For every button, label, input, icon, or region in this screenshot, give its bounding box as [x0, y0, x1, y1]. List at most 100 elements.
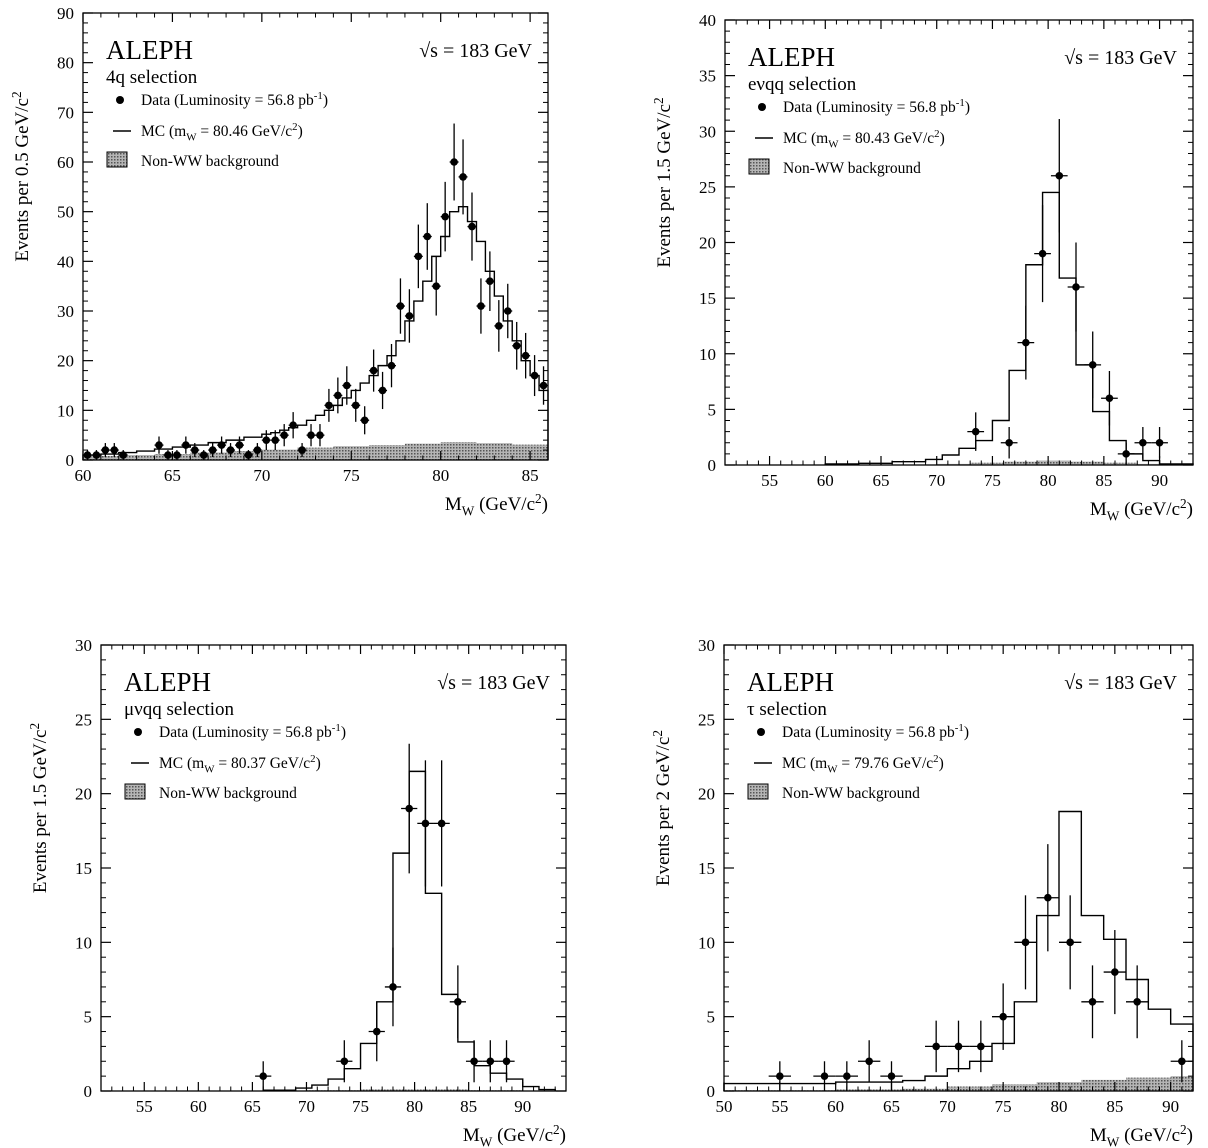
data-point — [91, 450, 101, 460]
data-point — [1101, 370, 1118, 426]
data-point-marker — [173, 451, 181, 459]
data-point — [288, 412, 298, 439]
y-tick-label: 5 — [84, 1008, 93, 1027]
data-point-marker — [1139, 438, 1147, 447]
data-point — [395, 278, 405, 334]
y-tick-label: 0 — [707, 1082, 716, 1101]
y-tick-label: 15 — [75, 859, 92, 878]
data-point — [181, 436, 191, 454]
data-point — [243, 450, 253, 460]
y-tick-label: 30 — [57, 302, 74, 321]
data-point-marker — [432, 282, 441, 290]
legend-bkg-swatch — [106, 151, 128, 168]
data-point — [384, 947, 402, 1027]
chart-panel-tau: 50 55 60 65 70 75 80 85 90 0 5 10 15 20 25 30 MW (GeV/c2… — [650, 636, 1194, 1148]
data-point-marker — [1022, 338, 1030, 347]
x-tick-label: 80 — [432, 466, 449, 485]
y-tick-label: 70 — [57, 103, 74, 122]
x-tick-label: 55 — [761, 471, 778, 490]
mc-histogram — [262, 770, 556, 1091]
data-point — [1081, 965, 1104, 1039]
y-tick-label: 90 — [57, 4, 74, 23]
data-point-marker — [1055, 171, 1064, 180]
data-point-marker — [776, 1072, 784, 1080]
y-axis-title: Events per 2 GeV/c2 — [650, 730, 674, 886]
y-tick-label: 15 — [698, 859, 715, 878]
data-point-marker — [405, 312, 414, 320]
data-point — [100, 443, 110, 458]
experiment-label: ALEPH — [748, 42, 835, 72]
data-point — [208, 443, 218, 458]
legend-data-marker — [134, 728, 142, 736]
x-tick-label: 85 — [1106, 1097, 1123, 1116]
x-tick-label: 65 — [873, 471, 890, 490]
data-point-marker — [262, 436, 271, 444]
x-tick-label: 75 — [343, 466, 360, 485]
legend-data-marker — [758, 103, 766, 111]
data-point-marker — [887, 1072, 896, 1080]
data-point — [1014, 895, 1037, 990]
data-point-marker — [495, 322, 503, 330]
x-tick-label: 50 — [716, 1097, 733, 1116]
data-point-marker — [155, 441, 163, 449]
y-tick-label: 60 — [57, 153, 74, 172]
x-axis-title: MW (GeV/c2) — [1090, 1122, 1193, 1148]
data-point-marker — [530, 371, 539, 380]
data-point-marker — [325, 401, 333, 410]
data-point-marker — [289, 421, 297, 430]
y-tick-label: 30 — [698, 636, 715, 655]
data-point-marker — [360, 416, 369, 425]
data-point-marker — [1133, 998, 1141, 1006]
y-tick-label: 10 — [699, 345, 716, 364]
data-point — [306, 424, 316, 447]
data-point — [163, 450, 173, 460]
data-point — [417, 760, 434, 887]
data-point — [967, 412, 985, 451]
data-point-marker — [235, 441, 244, 449]
chart-panel-mu_nu_qq: 55 60 65 70 75 80 85 90 0 5 10 15 20 25 30 MW (GeV/c2) E… — [27, 636, 567, 1148]
data-point — [401, 743, 418, 874]
data-point-marker — [477, 302, 485, 310]
x-tick-label: 60 — [817, 471, 834, 490]
data-point-marker — [502, 1057, 511, 1066]
data-point — [494, 300, 504, 352]
x-axis-title: MW (GeV/c2) — [445, 491, 548, 519]
data-point — [226, 443, 236, 458]
data-point — [1134, 427, 1152, 459]
energy-label: √s = 183 GeV — [1064, 672, 1177, 694]
data-point — [440, 181, 450, 252]
x-tick-label: 70 — [298, 1097, 315, 1116]
data-point — [154, 436, 164, 454]
data-point-marker — [389, 983, 397, 991]
data-point-marker — [298, 446, 306, 454]
legend-data-marker — [116, 96, 124, 104]
data-point — [83, 450, 92, 460]
data-point-marker — [208, 446, 217, 454]
data-point-marker — [1038, 249, 1047, 258]
data-point-marker — [454, 998, 462, 1006]
x-tick-label: 80 — [1040, 471, 1057, 490]
experiment-label: ALEPH — [124, 667, 211, 697]
background-histogram — [936, 460, 1171, 465]
x-tick-label: 80 — [1051, 1097, 1068, 1116]
data-point — [539, 366, 548, 405]
data-point — [261, 430, 271, 451]
data-point — [279, 424, 289, 447]
data-point — [351, 388, 361, 422]
data-point — [172, 450, 182, 460]
data-point — [1117, 442, 1135, 465]
data-point — [503, 283, 513, 339]
data-point — [476, 278, 486, 334]
data-point — [1034, 205, 1051, 303]
data-point — [217, 436, 227, 454]
data-point — [342, 366, 352, 405]
data-point — [413, 224, 423, 289]
x-axis-title: MW (GeV/c2) — [463, 1122, 566, 1148]
data-point — [368, 1001, 385, 1062]
legend-bkg-swatch — [124, 783, 146, 800]
legend-data-label: Data (Luminosity = 56.8 pb-1) — [782, 722, 969, 741]
x-tick-label: 75 — [352, 1097, 369, 1116]
data-point-marker — [110, 446, 119, 454]
data-point-marker — [999, 1012, 1007, 1021]
data-point — [512, 321, 522, 370]
